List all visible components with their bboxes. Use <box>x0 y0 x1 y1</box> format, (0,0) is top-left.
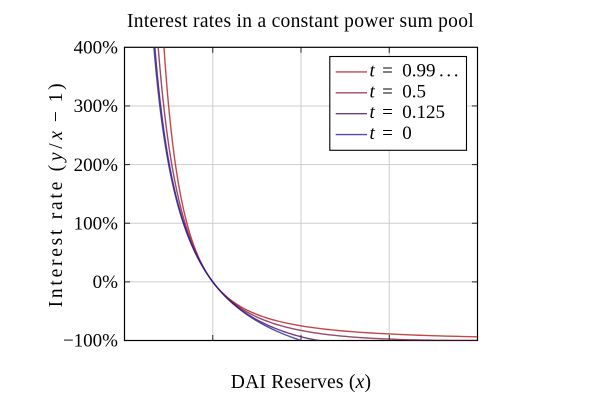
svg-text:t=0: t = 0 <box>370 123 412 144</box>
svg-text:300%: 300% <box>74 96 119 117</box>
svg-text:100%: 100% <box>74 213 119 234</box>
svg-text:Interest rate (y/x−1): Interest rate (y/x−1) <box>46 81 67 308</box>
svg-text:400%: 400% <box>74 38 119 59</box>
svg-text:DAI Reserves (x): DAI Reserves (x) <box>231 372 371 393</box>
svg-text:0%: 0% <box>93 272 119 293</box>
svg-text:Interest rates in a constant p: Interest rates in a constant power sum p… <box>127 11 474 32</box>
svg-text:200%: 200% <box>74 155 119 176</box>
svg-text:t=0.5: t = 0.5 <box>370 81 426 102</box>
svg-text:t=0.125: t = 0.125 <box>370 102 445 123</box>
svg-text:−100%: −100% <box>63 331 118 352</box>
